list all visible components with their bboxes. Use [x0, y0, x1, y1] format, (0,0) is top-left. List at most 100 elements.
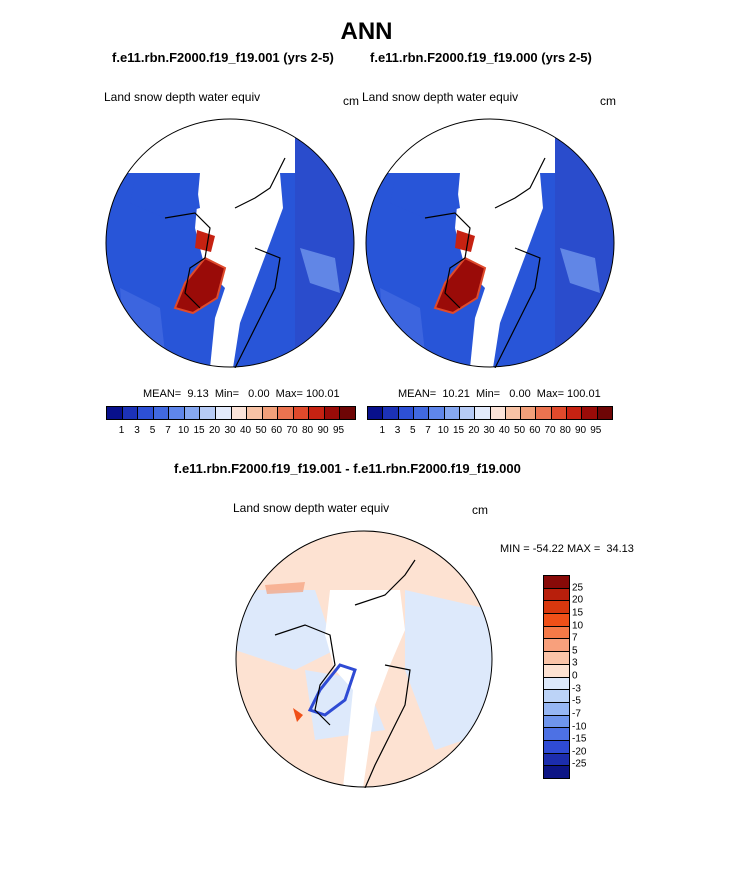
- diff-colorbar-swatch: [544, 576, 569, 589]
- panel-2-map-border: [365, 118, 615, 368]
- figure-title: ANN: [340, 18, 393, 45]
- diff-colorbar-tick-label: 15: [572, 607, 584, 619]
- panel-1-stats: MEAN= 9.13 Min= 0.00 Max= 100.01: [143, 388, 340, 400]
- diff-colorbar-tick-label: 0: [572, 670, 578, 682]
- panel-2-arctic-ocean: [455, 173, 543, 367]
- panel-2-colorbar-swatch: [521, 407, 537, 419]
- panel-1-ellesmere-snow: [195, 230, 215, 252]
- panel-1-colorbar-swatch: [107, 407, 123, 419]
- diff-colorbar-swatch: [544, 766, 569, 778]
- panel-1-colorbar-tick-label: 95: [332, 425, 345, 436]
- panel-2-colorbar-tick-label: 3: [394, 425, 401, 436]
- panel-1-colorbar-swatch: [215, 407, 232, 419]
- panel-2-variable-label: Land snow depth water equiv: [362, 90, 519, 104]
- diff-colorbar-swatch: [544, 728, 569, 741]
- panel-2-colorbar-tick-label: 1: [379, 425, 386, 436]
- panel-1-colorbar-labels: 1 3 5 7 10 15 20 30 40 50 60 70 80 90 95: [106, 425, 354, 439]
- panel-1-colorbar-tick-label: 80: [301, 425, 314, 436]
- diff-colorbar-tick-label: -15: [572, 733, 587, 745]
- panel-2-colorbar: [367, 406, 613, 420]
- panel-2-polar-map: [365, 118, 615, 368]
- panel-2-colorbar-tick-label: 5: [409, 425, 416, 436]
- panel-2-colorbar-tick-label: 70: [544, 425, 556, 436]
- panel-1-arctic-ocean: [195, 173, 283, 367]
- diff-colorbar: [543, 575, 570, 779]
- diff-colorbar-swatch: [544, 639, 569, 653]
- panel-2-colorbar-swatch: [413, 407, 430, 419]
- panel-1-colorbar-swatch: [247, 407, 263, 419]
- diff-colorbar-swatch: [544, 690, 569, 703]
- panel-1-colorbar-tick-label: 20: [208, 425, 221, 436]
- diff-colorbar-tick-label: 3: [572, 657, 578, 669]
- panel-1-colorbar-swatch: [169, 407, 185, 419]
- diff-panel-canada-negative: [236, 590, 335, 670]
- panel-2-colorbar-swatch: [505, 407, 522, 419]
- diff-colorbar-tick-label: 7: [572, 632, 578, 644]
- panel-1-colorbar-swatch: [231, 407, 248, 419]
- panel-2-colorbar-swatch: [368, 407, 384, 419]
- diff-panel-greenland-negative: [307, 663, 357, 717]
- diff-colorbar-swatch: [544, 664, 569, 678]
- diff-colorbar-swatch: [544, 677, 569, 691]
- panel-2-colorbar-swatch: [444, 407, 460, 419]
- panel-2-siberia-light: [560, 248, 600, 293]
- panel-2-colorbar-swatch: [551, 407, 568, 419]
- diff-panel-arctic-ocean: [325, 590, 405, 787]
- panel-2-colorbar-tick-label: 50: [513, 425, 526, 436]
- panel-1-polar-map: [105, 118, 355, 368]
- panel-2-colorbar-tick-label: 40: [498, 425, 510, 436]
- diff-panel-variable-label: Land snow depth water equiv: [233, 501, 390, 515]
- panel-1-colorbar-tick-label: 5: [149, 425, 156, 436]
- diff-panel-stats: MIN = -54.22 MAX = 34.13: [500, 543, 634, 555]
- panel-2-colorbar-swatch: [597, 407, 612, 419]
- panel-1-coastlines: [164, 157, 286, 368]
- diff-colorbar-tick-label: -20: [572, 746, 587, 758]
- panel-2-east-land: [555, 119, 614, 367]
- diff-colorbar-swatch: [544, 614, 569, 627]
- panel-2-colorbar-swatch: [429, 407, 445, 419]
- panel-1-colorbar-tick-label: 15: [193, 425, 205, 436]
- diff-colorbar-swatch: [544, 652, 569, 665]
- panel-1-colorbar-tick-label: 7: [165, 425, 171, 436]
- panel-2-colorbar-tick-label: 80: [559, 425, 571, 436]
- panel-1-colorbar-tick-label: 70: [286, 425, 298, 436]
- panel-1-map-border: [105, 118, 355, 368]
- diff-colorbar-swatch: [544, 740, 569, 754]
- panel-1-alaska: [130, 173, 200, 218]
- diff-colorbar-tick-label: -3: [572, 683, 581, 695]
- diff-colorbar-tick-label: 20: [572, 594, 584, 606]
- diff-colorbar-swatch: [544, 702, 569, 716]
- panel-2-ellesmere-snow: [455, 230, 475, 252]
- diff-colorbar-tick-label: -5: [572, 695, 581, 707]
- panel-2-colorbar-tick-label: 7: [425, 425, 431, 436]
- diff-colorbar-tick-label: -10: [572, 721, 587, 732]
- diff-panel-map-field: [236, 531, 492, 787]
- panel-1-east-land: [295, 119, 354, 367]
- panel-2-coastlines: [424, 157, 546, 368]
- diff-colorbar-tick-label: -25: [572, 758, 587, 770]
- panel-2-alaska: [390, 173, 460, 218]
- panel-1-siberia-light: [300, 248, 340, 293]
- diff-panel-siberia-negative: [405, 590, 492, 750]
- panel-1-colorbar-swatch: [293, 407, 310, 419]
- panel-1-colorbar-tick-label: 10: [177, 425, 190, 436]
- panel-1-colorbar-tick-label: 60: [270, 425, 283, 436]
- diff-panel-greenland-positive: [293, 708, 303, 722]
- panel-1-colorbar-swatch: [278, 407, 294, 419]
- panel-1-colorbar-tick-label: 40: [239, 425, 252, 436]
- diff-colorbar-swatch: [544, 715, 569, 729]
- panel-2-colorbar-labels: 1 3 5 7 10 15 20 30 40 50 60 70 80 90 95: [367, 425, 611, 439]
- panel-1-units-label: cm: [343, 94, 359, 108]
- panel-1-colorbar-tick-label: 90: [317, 425, 329, 436]
- diff-colorbar-tick-label: 10: [572, 620, 584, 631]
- panel-2-colorbar-swatch: [475, 407, 491, 419]
- panel-2-stats: MEAN= 10.21 Min= 0.00 Max= 100.01: [398, 388, 601, 400]
- panel-2-colorbar-swatch: [536, 407, 552, 419]
- diff-colorbar-labels: 25 20 15 10 7 5 3 0 -3 -5 -7 -10 -15 -20 -25: [572, 575, 612, 777]
- panel-1-colorbar-tick-label: 50: [255, 425, 267, 436]
- panel-2-subtitle: f.e11.rbn.F2000.f19_f19.000 (yrs 2-5): [370, 50, 592, 65]
- panel-1-colorbar-swatch: [262, 407, 279, 419]
- panel-1-colorbar-swatch: [122, 407, 139, 419]
- diff-colorbar-swatch: [544, 601, 569, 615]
- diff-colorbar-swatch: [544, 588, 569, 602]
